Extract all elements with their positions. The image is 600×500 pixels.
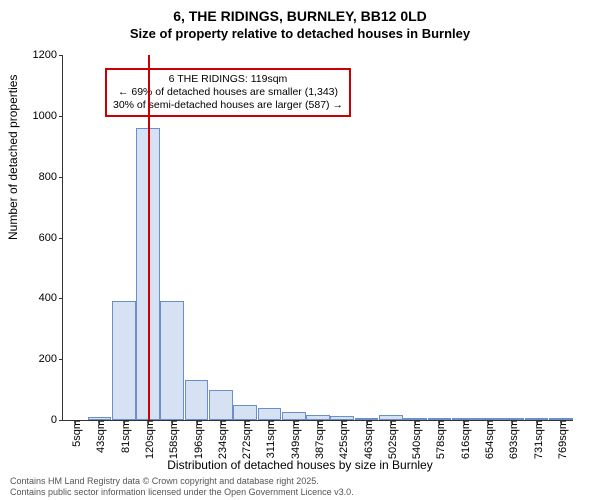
x-tick-label: 43sqm	[91, 420, 107, 453]
x-tick-label: 234sqm	[213, 420, 229, 459]
x-tick	[391, 420, 392, 424]
x-tick-label: 578sqm	[431, 420, 447, 459]
x-tick	[367, 420, 368, 424]
x-tick-label: 81sqm	[116, 420, 132, 453]
x-tick	[124, 420, 125, 424]
x-tick-label: 731sqm	[529, 420, 545, 459]
x-tick-label: 272sqm	[237, 420, 253, 459]
chart-title-main: 6, THE RIDINGS, BURNLEY, BB12 0LD	[0, 0, 600, 24]
histogram-bar	[185, 380, 209, 420]
x-tick-label: 769sqm	[553, 420, 569, 459]
x-tick-label: 540sqm	[407, 420, 423, 459]
x-tick-label: 196sqm	[189, 420, 205, 459]
histogram-bar	[209, 390, 233, 420]
y-tick	[59, 55, 63, 56]
x-tick	[221, 420, 222, 424]
x-tick	[464, 420, 465, 424]
y-tick	[59, 177, 63, 178]
x-tick	[342, 420, 343, 424]
x-tick	[148, 420, 149, 424]
histogram-bar	[549, 418, 573, 420]
x-tick	[537, 420, 538, 424]
x-tick-label: 502sqm	[383, 420, 399, 459]
x-tick-label: 311sqm	[261, 420, 277, 458]
x-tick-label: 425sqm	[334, 420, 350, 459]
x-tick-label: 5sqm	[67, 420, 83, 447]
x-tick-label: 120sqm	[140, 420, 156, 459]
x-tick-label: 158sqm	[164, 420, 180, 459]
histogram-bar	[330, 416, 354, 420]
histogram-bar	[500, 418, 524, 420]
histogram-bar	[160, 301, 184, 420]
histogram-bar	[428, 418, 452, 420]
marker-line	[148, 55, 150, 420]
x-tick-label: 463sqm	[359, 420, 375, 459]
x-tick	[318, 420, 319, 424]
x-tick	[439, 420, 440, 424]
footer-attribution: Contains HM Land Registry data © Crown c…	[10, 476, 354, 498]
chart-title-sub: Size of property relative to detached ho…	[0, 26, 600, 41]
histogram-bar	[258, 408, 282, 420]
x-tick	[172, 420, 173, 424]
x-tick	[294, 420, 295, 424]
x-tick-label: 693sqm	[504, 420, 520, 459]
histogram-bar	[476, 418, 500, 420]
chart-container: 6, THE RIDINGS, BURNLEY, BB12 0LD Size o…	[0, 0, 600, 500]
x-tick-label: 616sqm	[456, 420, 472, 459]
x-tick	[245, 420, 246, 424]
histogram-bar	[282, 412, 306, 420]
x-tick	[561, 420, 562, 424]
histogram-bar	[112, 301, 136, 420]
footer-line1: Contains HM Land Registry data © Crown c…	[10, 476, 354, 487]
histogram-bar	[233, 405, 257, 420]
x-axis-label: Distribution of detached houses by size …	[0, 458, 600, 472]
x-tick	[197, 420, 198, 424]
y-tick	[59, 420, 63, 421]
x-tick-label: 654sqm	[480, 420, 496, 459]
x-tick	[99, 420, 100, 424]
plot-area: 6 THE RIDINGS: 119sqm ← 69% of detached …	[62, 55, 573, 421]
y-tick	[59, 116, 63, 117]
histogram-bar	[306, 415, 330, 420]
histogram-bar	[403, 418, 427, 420]
y-tick	[59, 238, 63, 239]
histogram-bar	[452, 418, 476, 420]
histogram-bar	[355, 418, 379, 420]
footer-line2: Contains public sector information licen…	[10, 487, 354, 498]
x-tick-label: 387sqm	[310, 420, 326, 459]
y-tick	[59, 298, 63, 299]
histogram-bar	[88, 417, 112, 420]
x-tick	[512, 420, 513, 424]
histogram-bar	[379, 415, 403, 420]
y-tick	[59, 359, 63, 360]
x-tick	[488, 420, 489, 424]
annotation-box: 6 THE RIDINGS: 119sqm ← 69% of detached …	[105, 68, 351, 117]
x-tick-label: 349sqm	[286, 420, 302, 459]
x-tick	[415, 420, 416, 424]
y-axis-label: Number of detached properties	[6, 75, 20, 240]
x-tick	[75, 420, 76, 424]
x-tick	[269, 420, 270, 424]
histogram-bar	[525, 418, 549, 420]
